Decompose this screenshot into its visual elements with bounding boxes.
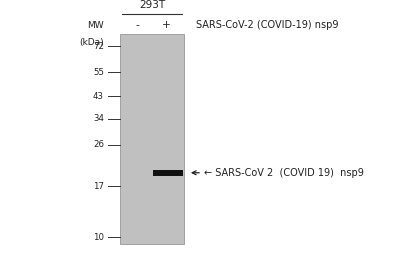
Text: 34: 34 xyxy=(93,114,104,124)
Text: 17: 17 xyxy=(93,181,104,191)
Text: -: - xyxy=(135,20,139,30)
Text: MW: MW xyxy=(87,21,104,30)
Text: ← SARS-CoV 2  (COVID 19)  nsp9: ← SARS-CoV 2 (COVID 19) nsp9 xyxy=(204,168,364,178)
Text: 26: 26 xyxy=(93,140,104,150)
Text: 55: 55 xyxy=(93,68,104,77)
Text: (kDa): (kDa) xyxy=(79,38,104,47)
Text: 43: 43 xyxy=(93,92,104,101)
Text: 293T: 293T xyxy=(139,1,165,10)
Text: SARS-CoV-2 (COVID-19) nsp9: SARS-CoV-2 (COVID-19) nsp9 xyxy=(196,20,338,30)
Text: 72: 72 xyxy=(93,42,104,51)
Bar xyxy=(120,34,184,244)
Text: 10: 10 xyxy=(93,233,104,242)
Text: +: + xyxy=(162,20,170,30)
Bar xyxy=(153,170,183,176)
